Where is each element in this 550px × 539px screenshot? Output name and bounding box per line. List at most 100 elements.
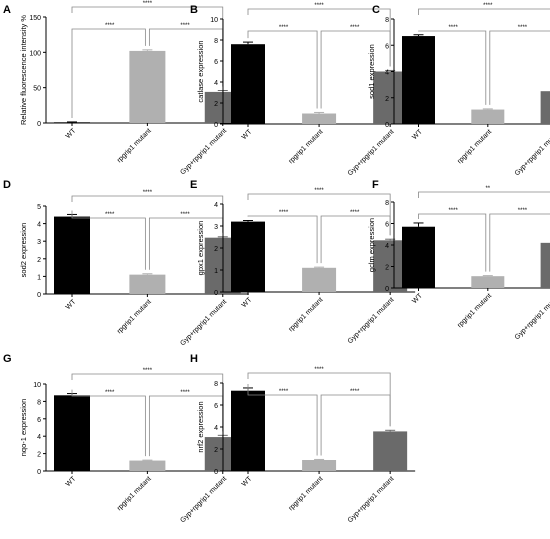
y-tick-label: 0 — [37, 292, 41, 299]
significance-label: **** — [143, 368, 153, 374]
y-tick-label: 2 — [37, 452, 41, 459]
significance-label: **** — [279, 25, 289, 31]
y-tick-label: 0 — [385, 122, 389, 129]
bar — [231, 221, 265, 292]
y-tick-label: 4 — [37, 222, 41, 229]
y-tick-label: 0 — [214, 469, 218, 476]
significance-label: **** — [279, 389, 289, 395]
significance-bracket — [71, 210, 146, 270]
y-tick-label: 2 — [37, 257, 41, 264]
significance-bracket — [320, 394, 391, 456]
panel-letter: E — [190, 179, 197, 191]
bar — [302, 113, 337, 124]
significance-label: **** — [314, 3, 324, 9]
y-tick-label: 0 — [214, 290, 218, 297]
bar — [402, 226, 435, 288]
y-tick-label: 1 — [37, 274, 41, 281]
x-tick-label: WT — [411, 292, 424, 305]
significance-label: **** — [180, 390, 190, 396]
significance-label: **** — [105, 390, 115, 396]
y-tick-label: 150 — [29, 15, 41, 22]
y-axis-label: nrf2 expression — [196, 401, 205, 452]
x-tick-label: rpgrip1 mutant — [456, 128, 493, 165]
y-axis-label: gpx1 expression — [196, 221, 205, 276]
panel-letter: C — [372, 4, 380, 16]
bar — [373, 431, 408, 471]
x-tick-label: WT — [411, 128, 424, 141]
x-tick-label: rpgrip1 mutant — [288, 128, 325, 165]
y-axis-label: catlase expression — [196, 40, 205, 102]
y-tick-label: 3 — [214, 224, 218, 231]
x-tick-label: Gyp+rpgrip1 mutant — [347, 128, 396, 177]
bar — [471, 276, 505, 288]
y-tick-label: 100 — [29, 50, 41, 57]
y-tick-label: 1 — [214, 268, 218, 275]
y-tick-label: 6 — [214, 59, 218, 66]
x-tick-label: Gyp+rpgrip1 mutant — [347, 475, 396, 524]
y-tick-label: 6 — [385, 43, 389, 50]
x-tick-label: WT — [65, 127, 78, 140]
significance-label: **** — [143, 1, 153, 7]
significance-label: **** — [314, 367, 324, 373]
significance-label: **** — [350, 25, 360, 31]
panel-letter: H — [190, 353, 198, 365]
significance-bracket — [320, 215, 391, 264]
y-tick-label: 4 — [214, 202, 218, 209]
y-axis-label: gclm expression — [367, 218, 376, 272]
y-tick-label: 8 — [385, 200, 389, 207]
y-tick-label: 4 — [214, 80, 218, 87]
chart-panel-f: F 0 2 4 6 8 gclm expression WT rpgrip1 mutant Gyp… — [367, 179, 550, 341]
significance-label: **** — [105, 212, 115, 218]
x-tick-label: rpgrip1 mutant — [116, 298, 153, 335]
bar — [54, 395, 90, 471]
y-tick-label: 5 — [37, 204, 41, 211]
y-tick-label: 50 — [33, 86, 41, 93]
bar — [540, 91, 550, 124]
bar — [129, 274, 166, 294]
y-tick-label: 2 — [214, 447, 218, 454]
significance-bracket — [418, 8, 550, 15]
significance-bracket — [247, 383, 318, 456]
significance-bracket — [320, 30, 391, 109]
y-tick-label: 0 — [37, 469, 41, 476]
bar — [373, 71, 408, 124]
x-tick-label: Gyp+rpgrip1 mutant — [514, 128, 550, 177]
chart-panel-g: G 0 2 4 6 8 10 nqo-1 expression WT rpgrip1 mutant… — [3, 353, 249, 524]
bar — [402, 36, 435, 124]
bar — [54, 216, 90, 294]
x-tick-label: WT — [241, 128, 254, 141]
significance-label: **** — [143, 190, 153, 196]
significance-label: **** — [350, 210, 360, 216]
y-tick-label: 4 — [385, 70, 389, 77]
significance-label: **** — [448, 25, 458, 31]
panel-letter: F — [372, 179, 379, 191]
x-tick-label: WT — [65, 298, 78, 311]
significance-bracket — [247, 193, 391, 236]
x-tick-label: rpgrip1 mutant — [456, 292, 493, 329]
significance-label: ** — [485, 186, 490, 192]
panel-letter: G — [3, 353, 12, 365]
y-tick-label: 8 — [385, 17, 389, 24]
y-tick-label: 2 — [385, 96, 389, 103]
panel-letter: B — [190, 4, 198, 16]
x-tick-label: rpgrip1 mutant — [288, 475, 325, 512]
chart-panel-c: C 0 2 4 6 8 sod1 expression WT rpgrip1 mutant Gyp… — [367, 3, 550, 177]
x-tick-label: rpgrip1 mutant — [116, 475, 153, 512]
significance-bracket — [247, 30, 318, 109]
significance-label: **** — [518, 208, 528, 214]
bar — [129, 50, 166, 123]
chart-panel-d: D 0 1 2 3 4 5 sod2 expression WT rpgrip1 mutant Gy… — [3, 179, 249, 347]
x-tick-label: WT — [241, 475, 254, 488]
significance-label: **** — [314, 188, 324, 194]
significance-label: **** — [180, 212, 190, 218]
significance-bracket — [71, 389, 146, 457]
significance-bracket — [71, 28, 146, 118]
y-tick-label: 2 — [214, 246, 218, 253]
x-tick-label: Gyp+rpgrip1 mutant — [514, 292, 550, 341]
y-tick-label: 4 — [214, 425, 218, 432]
panel-letter: D — [3, 179, 11, 191]
bar — [231, 390, 265, 471]
y-tick-label: 2 — [385, 265, 389, 272]
x-tick-label: WT — [241, 296, 254, 309]
